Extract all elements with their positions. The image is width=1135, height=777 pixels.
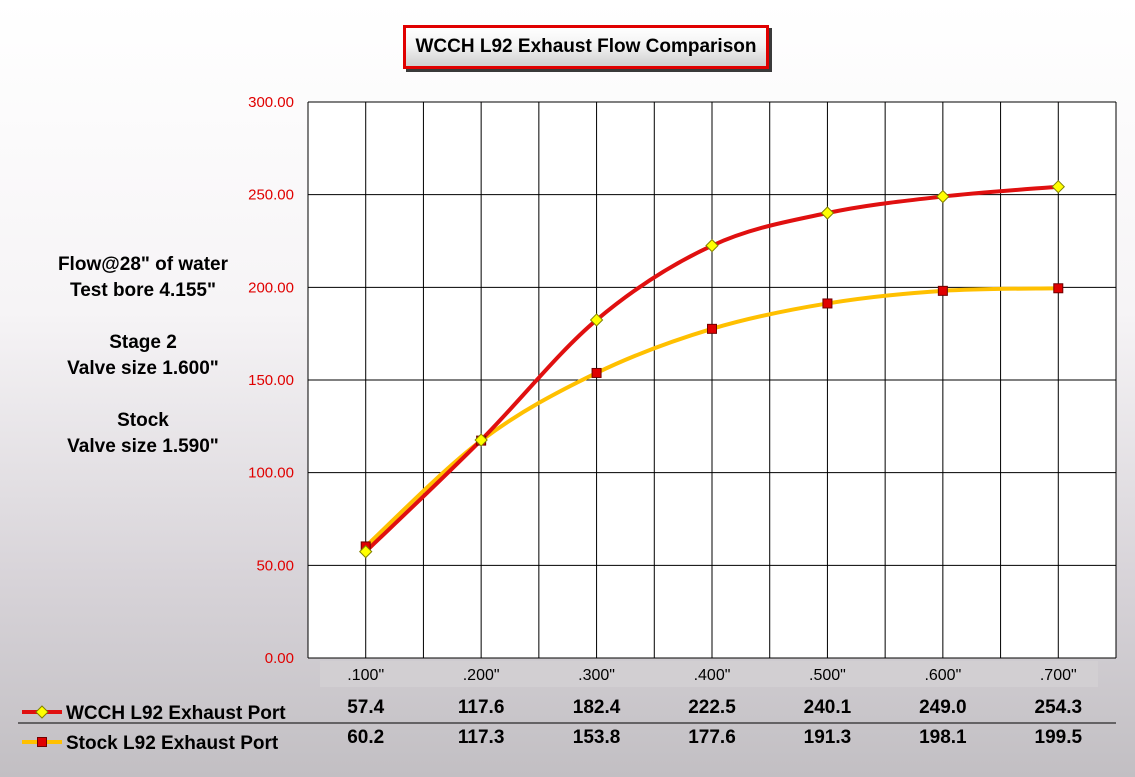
x-tick-label: .400" — [694, 667, 731, 684]
data-point-wcch — [936, 189, 950, 204]
data-point-wcch — [474, 433, 488, 447]
test-conditions-notes: Flow@28" of water Test bore 4.155" Stage… — [38, 252, 248, 460]
data-table-cell: 199.5 — [1035, 727, 1083, 748]
data-point-stock — [822, 298, 833, 309]
y-tick-label: 100.00 — [248, 465, 294, 482]
data-point-wcch — [1051, 179, 1065, 194]
x-tick-label: .100" — [347, 667, 384, 684]
data-point-stock — [591, 367, 602, 378]
data-table-cell: 57.4 — [347, 697, 384, 718]
legend-marker-wcch — [35, 705, 49, 719]
data-point-stock — [707, 323, 717, 334]
note-stock: Stock — [117, 410, 169, 431]
y-tick-label: 200.00 — [248, 279, 294, 296]
data-point-wcch — [359, 544, 373, 559]
data-table-cell: 254.3 — [1035, 697, 1083, 718]
x-tick-label: .300" — [578, 667, 615, 684]
note-stage: Stage 2 — [109, 332, 177, 353]
series-lines — [359, 179, 1065, 559]
data-table-cell: 60.2 — [347, 727, 384, 748]
note-flow-pressure: Flow@28" of water — [57, 254, 229, 275]
note-stock-valve-size: Valve size 1.590" — [67, 436, 219, 457]
note-stage-valve-size: Valve size 1.600" — [67, 358, 219, 379]
y-tick-label: 50.00 — [256, 557, 294, 574]
data-table-cell: 222.5 — [688, 697, 736, 718]
x-tick-label: .700" — [1040, 667, 1077, 684]
y-tick-label: 0.00 — [265, 650, 294, 667]
legend-label-wcch: WCCH L92 Exhaust Port — [66, 703, 286, 724]
data-table-cell: 117.3 — [458, 727, 505, 748]
y-tick-label: 300.00 — [248, 94, 294, 111]
x-axis-ticks: .100" .200" .300" .400" .500" .600" .700" — [320, 661, 1098, 687]
gridlines — [307, 101, 1117, 659]
legend-label-stock: Stock L92 Exhaust Port — [66, 733, 279, 754]
data-table-cell: 117.6 — [458, 697, 505, 718]
data-table-cell: 249.0 — [919, 697, 967, 718]
x-tick-label: .500" — [809, 667, 846, 684]
x-tick-label: .600" — [924, 667, 961, 684]
data-point-wcch — [589, 313, 604, 327]
data-table-cell: 191.3 — [804, 727, 852, 748]
data-point-stock — [1053, 283, 1064, 294]
data-table: WCCH L92 Exhaust Port 57.4 117.6 182.4 222.5… — [18, 697, 1116, 754]
note-test-bore: Test bore 4.155" — [70, 280, 216, 301]
legend-marker-stock — [37, 737, 47, 747]
data-table-cell: 177.6 — [688, 727, 736, 748]
chart-title: WCCH L92 Exhaust Flow Comparison — [403, 25, 769, 69]
y-tick-label: 150.00 — [248, 372, 294, 389]
data-table-cell: 182.4 — [573, 697, 621, 718]
y-axis-ticks: 0.00 50.00 100.00 150.00 200.00 250.00 300.00 — [248, 94, 294, 667]
data-table-cell: 153.8 — [573, 727, 621, 748]
data-point-stock — [937, 285, 948, 296]
data-table-cell: 240.1 — [804, 697, 852, 718]
x-tick-label: .200" — [463, 667, 500, 684]
x-axis-band — [320, 661, 1098, 687]
data-point-wcch — [705, 238, 719, 253]
y-tick-label: 250.00 — [248, 187, 294, 204]
data-table-cell: 198.1 — [919, 727, 967, 748]
data-point-wcch — [820, 206, 835, 220]
